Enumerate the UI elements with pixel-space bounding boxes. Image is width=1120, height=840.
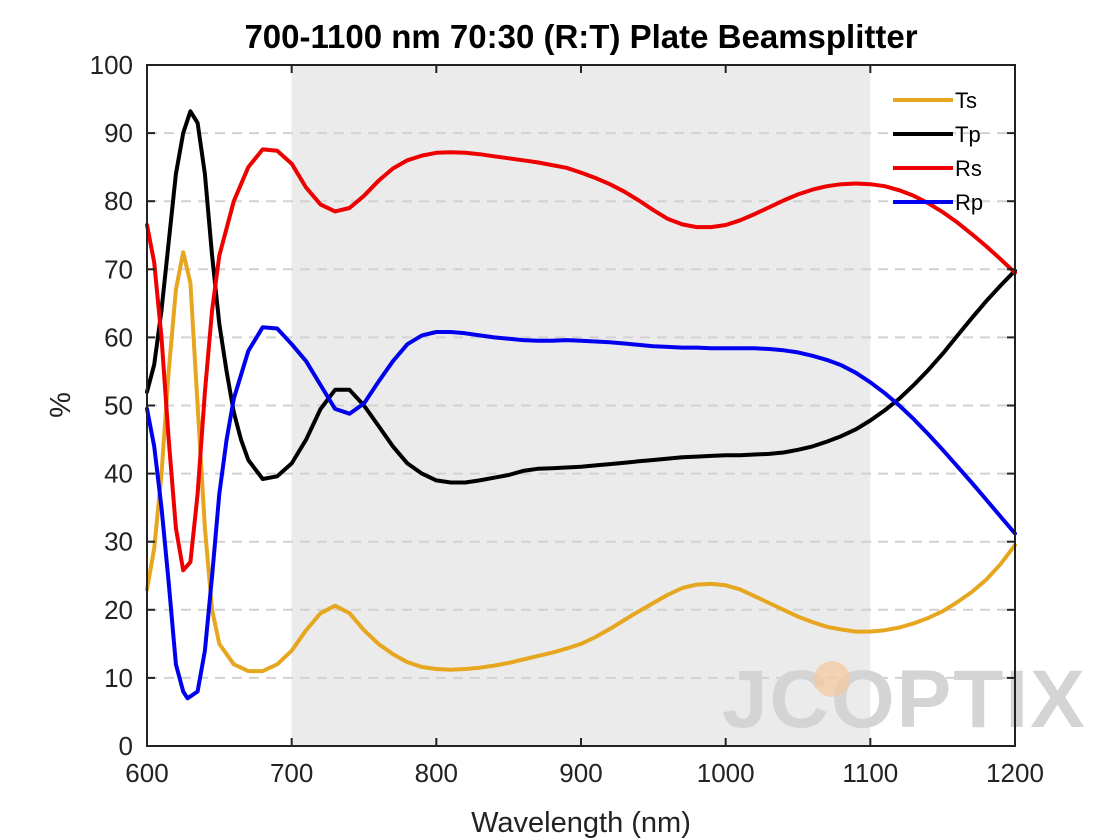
y-tick-label: 60: [104, 322, 133, 352]
y-tick-label: 30: [104, 527, 133, 557]
series-line-rp: [145, 325, 1017, 701]
grid-lines: [147, 132, 1015, 679]
jcoptix-watermark: JCOPTIX: [722, 654, 1087, 745]
y-tick-label: 10: [104, 663, 133, 693]
series-line-rs: [145, 147, 1017, 573]
y-tick-label: 90: [104, 118, 133, 148]
series-line-ts: [145, 250, 1017, 674]
x-axis-label: Wavelength (nm): [471, 807, 691, 839]
plot-frame: [146, 64, 1016, 747]
series-line-tp: [145, 109, 1017, 485]
legend-label-tp: Tp: [955, 122, 981, 147]
axis-ticks: [146, 64, 1016, 747]
x-tick-label: 800: [415, 758, 458, 788]
y-tick-labels: 0 10 20 30 40 50 60 70 80 90 100: [90, 50, 133, 761]
legend: Ts Tp Rs Rp: [893, 88, 983, 215]
x-tick-label: 600: [125, 758, 168, 788]
y-tick-label: 20: [104, 595, 133, 625]
y-tick-label: 100: [90, 50, 133, 80]
y-tick-label: 50: [104, 391, 133, 421]
x-tick-labels: 600 700 800 900 1000 1100 1200: [125, 758, 1044, 788]
x-tick-label: 1200: [986, 758, 1044, 788]
y-tick-label: 0: [119, 731, 133, 761]
chart-title: 700-1100 nm 70:30 (R:T) Plate Beamsplitt…: [244, 18, 917, 55]
x-tick-label: 900: [559, 758, 602, 788]
data-series: [145, 109, 1017, 701]
legend-label-ts: Ts: [955, 88, 977, 113]
x-tick-label: 1000: [697, 758, 755, 788]
y-tick-label: 70: [104, 254, 133, 284]
y-tick-label: 80: [104, 186, 133, 216]
y-axis-label: %: [45, 392, 77, 418]
legend-label-rp: Rp: [955, 190, 983, 215]
x-tick-label: 1100: [842, 758, 898, 788]
legend-label-rs: Rs: [955, 156, 982, 181]
y-tick-label: 40: [104, 459, 133, 489]
x-tick-label: 700: [270, 758, 313, 788]
svg-text:JCOPTIX: JCOPTIX: [722, 654, 1087, 745]
